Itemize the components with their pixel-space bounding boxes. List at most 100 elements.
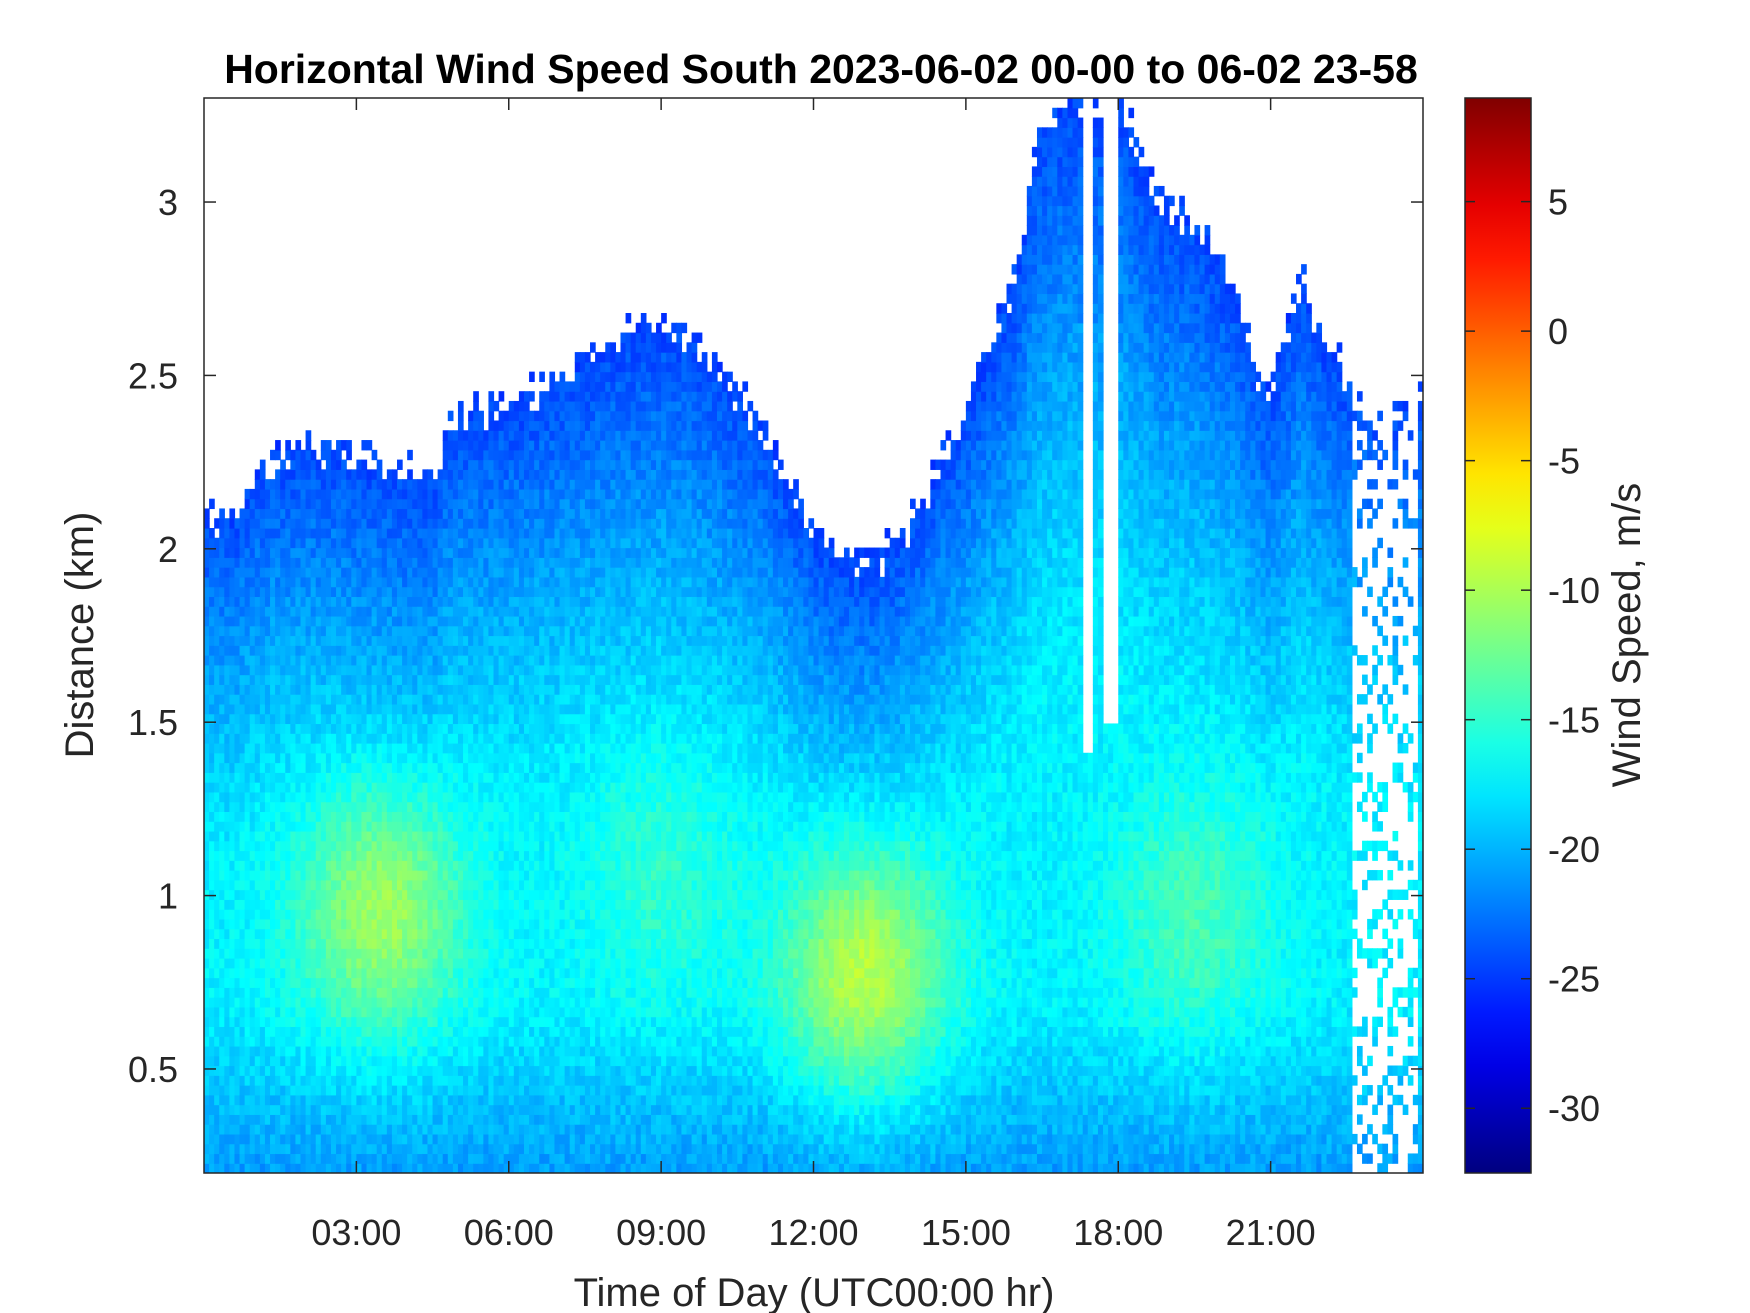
heatmap-cell xyxy=(534,606,540,617)
heatmap-cell xyxy=(361,1094,368,1106)
heatmap-cell xyxy=(493,997,500,1008)
heatmap-cell xyxy=(432,1114,439,1125)
heatmap-cell xyxy=(371,1143,378,1155)
heatmap-cell xyxy=(244,762,251,773)
heatmap-cell xyxy=(229,811,236,822)
heatmap-cell xyxy=(478,791,484,803)
heatmap-cell xyxy=(544,1085,550,1096)
heatmap-cell xyxy=(285,615,291,627)
heatmap-cell xyxy=(280,830,286,842)
heatmap-cell xyxy=(381,762,388,773)
heatmap-cell xyxy=(234,850,241,861)
heatmap-cell xyxy=(249,1163,256,1173)
heatmap-cell xyxy=(452,948,459,959)
heatmap-cell xyxy=(325,518,332,529)
heatmap-cell xyxy=(376,743,383,754)
heatmap-cell xyxy=(529,713,535,725)
heatmap-cell xyxy=(361,1055,368,1067)
heatmap-cell xyxy=(361,635,368,646)
heatmap-cell xyxy=(361,694,368,705)
heatmap-cell xyxy=(320,703,327,715)
heatmap-cell xyxy=(376,537,383,549)
heatmap-cell xyxy=(310,488,317,500)
heatmap-cell xyxy=(346,1143,352,1155)
heatmap-cell xyxy=(254,840,261,852)
heatmap-cell xyxy=(539,899,545,910)
heatmap-cell xyxy=(397,586,403,598)
heatmap-cell xyxy=(478,586,484,598)
heatmap-cell xyxy=(437,1026,444,1037)
heatmap-cell xyxy=(468,1094,474,1106)
heatmap-cell xyxy=(315,576,322,588)
heatmap-cell xyxy=(310,889,317,900)
heatmap-cell xyxy=(209,909,215,920)
heatmap-cell xyxy=(224,967,230,979)
heatmap-cell xyxy=(417,567,424,578)
heatmap-cell xyxy=(513,537,520,549)
heatmap-cell xyxy=(381,479,388,490)
heatmap-cell xyxy=(457,733,464,744)
heatmap-cell xyxy=(229,928,236,940)
heatmap-cell xyxy=(239,723,246,734)
heatmap-cell xyxy=(518,791,525,803)
heatmap-cell xyxy=(346,1026,352,1037)
heatmap-cell xyxy=(336,528,342,539)
heatmap-cell xyxy=(336,743,342,754)
heatmap-cell xyxy=(534,1114,540,1125)
heatmap-cell xyxy=(427,879,434,891)
heatmap-cell xyxy=(437,596,444,607)
heatmap-cell xyxy=(320,615,327,627)
heatmap-cell xyxy=(529,1114,535,1125)
heatmap-cell xyxy=(346,938,352,949)
heatmap-cell xyxy=(219,1055,225,1067)
heatmap-cell xyxy=(254,762,261,773)
heatmap-cell xyxy=(295,997,302,1008)
heatmap-cell xyxy=(422,596,429,607)
heatmap-cell xyxy=(442,772,449,783)
heatmap-cell xyxy=(508,987,515,998)
heatmap-cell xyxy=(422,850,429,861)
heatmap-cell xyxy=(254,909,261,920)
heatmap-cell xyxy=(386,743,393,754)
heatmap-cell xyxy=(488,449,495,461)
heatmap-cell xyxy=(381,518,388,529)
heatmap-cell xyxy=(493,655,500,666)
heatmap-cell xyxy=(417,1153,424,1164)
heatmap-cell xyxy=(457,879,464,891)
heatmap-cell xyxy=(366,1055,373,1067)
heatmap-cell xyxy=(376,1016,383,1028)
heatmap-cell xyxy=(224,1114,230,1125)
heatmap-cell xyxy=(264,899,271,910)
heatmap-cell xyxy=(478,1104,484,1115)
heatmap-cell xyxy=(432,674,439,685)
heatmap-cell xyxy=(544,1104,550,1115)
heatmap-cell xyxy=(315,1133,322,1145)
heatmap-cell xyxy=(346,586,352,598)
heatmap-cell xyxy=(219,1026,225,1037)
heatmap-cell xyxy=(391,811,398,822)
heatmap-cell xyxy=(280,987,286,998)
heatmap-cell xyxy=(234,518,241,529)
heatmap-cell xyxy=(386,615,393,627)
heatmap-cell xyxy=(518,928,525,940)
heatmap-cell xyxy=(488,645,495,656)
heatmap-cell xyxy=(280,713,286,725)
heatmap-cell xyxy=(295,1026,302,1037)
heatmap-cell xyxy=(493,479,500,490)
heatmap-cell xyxy=(493,645,500,656)
heatmap-cell xyxy=(417,537,424,549)
heatmap-cell xyxy=(209,860,215,871)
heatmap-cell xyxy=(315,782,322,793)
heatmap-cell xyxy=(407,684,413,695)
heatmap-cell xyxy=(275,889,281,900)
heatmap-cell xyxy=(468,889,474,900)
heatmap-cell xyxy=(473,997,479,1008)
heatmap-cell xyxy=(295,440,302,451)
heatmap-cell xyxy=(386,1055,393,1067)
heatmap-cell xyxy=(427,762,434,773)
heatmap-cell xyxy=(513,1133,520,1145)
heatmap-cell xyxy=(452,596,459,607)
heatmap-cell xyxy=(290,1153,297,1164)
heatmap-cell xyxy=(209,958,215,969)
heatmap-cell xyxy=(447,508,454,519)
